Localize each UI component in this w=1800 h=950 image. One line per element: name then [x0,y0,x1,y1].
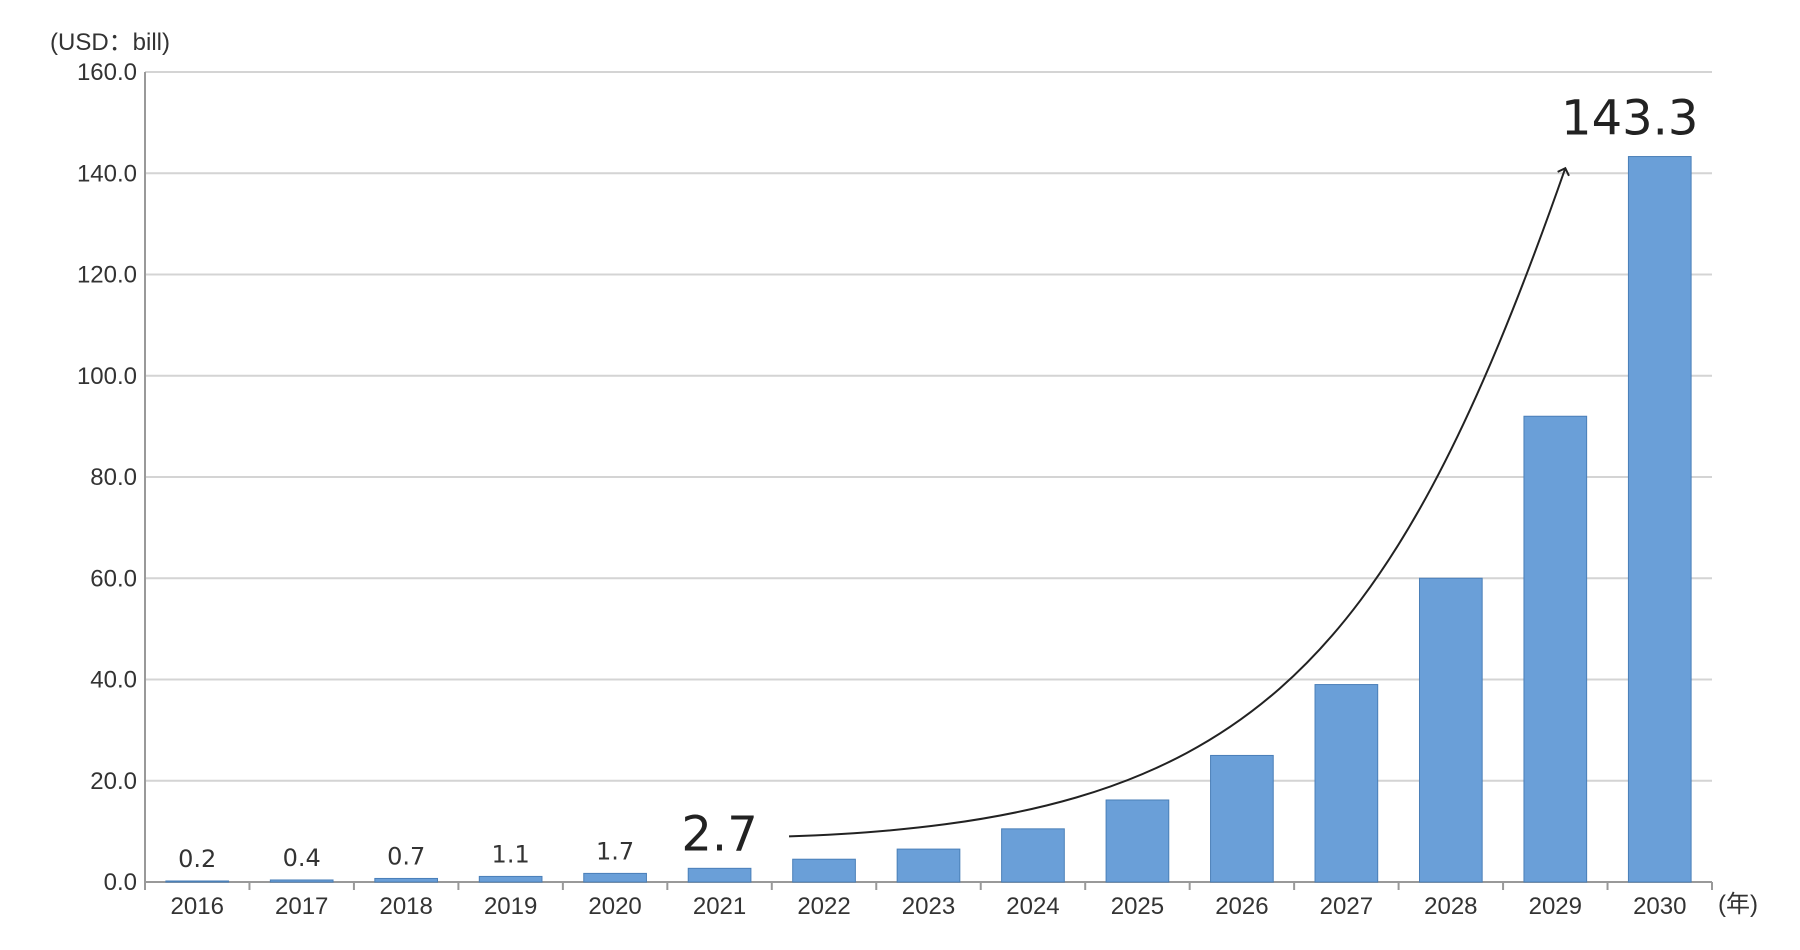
y-tick-label: 60.0 [90,565,137,592]
bar-2030 [1627,156,1692,883]
bar-2022 [792,858,856,883]
y-axis-unit-label: (USD：bill) [50,29,170,56]
bar-2017 [269,879,334,883]
x-tick-label: 2027 [1320,893,1373,920]
data-label-2018: 0.7 [387,842,425,870]
y-tick-label: 20.0 [90,768,137,795]
bar-2024 [1001,828,1065,883]
bars [165,156,1692,883]
y-tick-label: 120.0 [77,262,137,289]
x-tick-label: 2028 [1424,893,1477,920]
x-tick-label: 2022 [797,893,850,920]
x-tick-label: 2024 [1006,893,1059,920]
bar-2027 [1314,684,1379,883]
x-tick-label: 2025 [1111,893,1164,920]
x-tick-label: 2026 [1215,893,1268,920]
y-tick-label: 80.0 [90,464,137,491]
bar-2018 [374,877,439,883]
y-tick-label: 100.0 [77,363,137,390]
data-labels: 0.2 0.4 0.7 1.1 1.7 2.7 143.3 [178,91,1698,873]
y-tick-label: 0.0 [104,869,137,896]
x-tick-label: 2023 [902,893,955,920]
bar-2026 [1210,754,1274,883]
bar-2020 [583,872,647,883]
x-axis-unit-label: (年) [1718,891,1758,918]
bar-2021 [687,867,752,883]
data-label-2019: 1.1 [492,840,530,868]
x-tick-label: 2020 [588,893,641,920]
x-tick-label: 2016 [171,893,224,920]
x-tick-label: 2030 [1633,893,1686,920]
x-tick-label: 2017 [275,893,328,920]
y-tick-label: 140.0 [77,160,137,187]
bar-2023 [896,848,961,883]
data-label-2016: 0.2 [178,845,216,873]
bar-2029 [1523,415,1588,883]
annotations [788,166,1570,838]
x-tick-label: 2021 [693,893,746,920]
y-tick-label: 40.0 [90,667,137,694]
data-label-2021: 2.7 [681,806,757,862]
bar-2025 [1105,799,1170,883]
bar-2028 [1418,577,1483,883]
bar-2019 [478,875,543,883]
axes: 0.0 20.0 40.0 60.0 80.0 100.0 120.0 140.0 160.0 2… [77,59,1758,920]
y-tick-label: 160.0 [77,59,137,86]
growth-trend-arrow [788,166,1570,838]
grid-lines [145,71,1712,782]
bar-2016 [165,880,230,883]
x-tick-label: 2018 [379,893,432,920]
data-label-2017: 0.4 [283,844,321,872]
x-tick-label: 2029 [1529,893,1582,920]
data-label-2020: 1.7 [596,837,634,865]
x-tick-label: 2019 [484,893,537,920]
data-label-2030: 143.3 [1561,91,1698,147]
